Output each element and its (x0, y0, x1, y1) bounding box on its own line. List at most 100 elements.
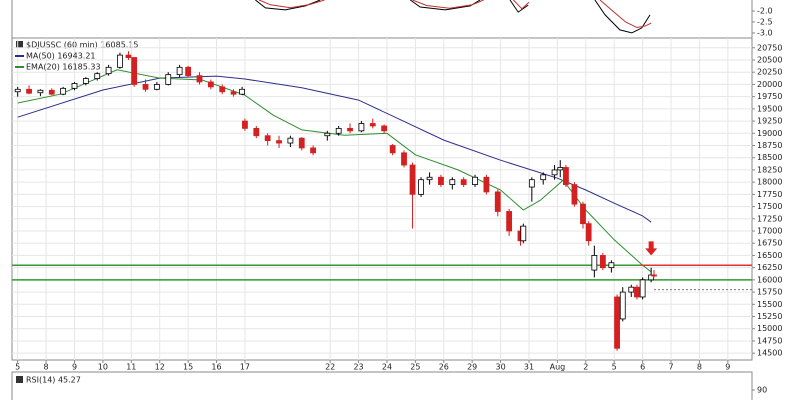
candle-body (207, 81, 214, 88)
x-tick-label: 5 (15, 363, 20, 372)
candle-body (48, 89, 55, 95)
y-tick-label: 18250 (757, 165, 782, 174)
y-tick-label: 19500 (757, 104, 782, 113)
y-tick-label: 19750 (757, 92, 782, 101)
x-tick-label: 26 (439, 363, 449, 372)
candle-body (242, 120, 248, 129)
y-tick-label: 15000 (757, 324, 782, 333)
x-tick-label: 17 (240, 363, 250, 372)
y-tick-label: 15250 (757, 312, 782, 321)
y-tick-label: 17000 (757, 227, 782, 236)
candle-body (276, 140, 282, 144)
y-tick-label: 20500 (757, 55, 782, 64)
y-tick-label: 15500 (757, 300, 782, 309)
y-tick-label: 15750 (757, 288, 782, 297)
candle-body (401, 152, 407, 166)
x-tick-label: 23 (353, 363, 363, 372)
legend-label: MA(50) 16943.21 (26, 52, 96, 61)
candle-body (528, 179, 535, 188)
candle-body (239, 88, 245, 95)
candle-body (651, 274, 657, 277)
candle-body (571, 184, 578, 205)
candle-body (142, 84, 149, 90)
candle-body (26, 88, 32, 94)
x-tick-label: Aug (550, 363, 566, 372)
candle-body (196, 75, 203, 83)
candle-body (585, 223, 592, 242)
candle-body (82, 78, 89, 84)
indicator-line (17, 75, 652, 223)
y-tick-label: 14750 (757, 336, 782, 345)
candle-body (639, 279, 646, 298)
x-tick-label: 8 (697, 363, 702, 372)
candle-body (520, 225, 527, 242)
y-tick-label: 16750 (757, 239, 782, 248)
candle-body (494, 191, 501, 212)
oscillator-line (258, 0, 652, 29)
arrow-annotation (645, 241, 658, 256)
y-tick-label: 19000 (757, 129, 782, 138)
y-tick-label: 16500 (757, 251, 782, 260)
candle-body (614, 296, 620, 349)
candle-body (551, 169, 558, 176)
candle-body (105, 66, 112, 75)
x-tick-label: 29 (467, 363, 477, 372)
candle-body (369, 123, 376, 127)
candle-body (580, 203, 586, 225)
candle-body (14, 88, 21, 93)
candle-body (381, 125, 388, 132)
x-tick-label: 10 (98, 363, 108, 372)
y-tick-label: -2.0 (757, 6, 773, 15)
y-tick-label: 20250 (757, 68, 782, 77)
candle-body (310, 147, 317, 154)
candle-body (460, 179, 467, 185)
candle-body (287, 137, 294, 144)
rsi-label: RSI(14) 45.27 (26, 376, 81, 385)
y-tick-label: 17500 (757, 202, 782, 211)
x-tick-label: 15 (183, 363, 193, 372)
candle-body (165, 74, 172, 85)
x-tick-label: 2 (583, 363, 588, 372)
candle-body (472, 176, 478, 185)
y-tick-label: -2.5 (757, 17, 773, 26)
candle-body (506, 211, 513, 232)
x-tick-label: 5 (612, 363, 617, 372)
y-tick-label: 17750 (757, 190, 782, 199)
candle-body (153, 84, 160, 90)
x-tick-label: 9 (72, 363, 77, 372)
candle-body (483, 176, 490, 193)
x-tick-label: 11 (126, 363, 136, 372)
oscillator-line (255, 0, 651, 34)
candle-body (358, 123, 365, 132)
candle-body (230, 91, 237, 95)
candle-body (264, 135, 271, 142)
candle-body (409, 164, 416, 195)
top-panel-frame (11, 0, 753, 39)
x-tick-label: 31 (524, 363, 534, 372)
candle-body (71, 83, 78, 89)
y-tick-label: 16250 (757, 263, 782, 272)
y-tick-label: -3.0 (757, 28, 773, 37)
y-tick-label: 18500 (757, 153, 782, 162)
y-tick-label: 18000 (757, 178, 782, 187)
candle-body (185, 66, 192, 77)
y-tick-label: 19250 (757, 117, 782, 126)
x-tick-label: 24 (382, 363, 392, 372)
candle-body (131, 57, 138, 85)
candle-body (298, 137, 305, 149)
x-tick-label: 6 (640, 363, 645, 372)
rsi-panel-frame (11, 371, 753, 400)
y-tick-label: 16000 (757, 275, 782, 284)
main-plot (12, 51, 752, 351)
candle-body (335, 127, 342, 134)
x-tick-label: 9 (725, 363, 730, 372)
candle-body (418, 179, 424, 195)
candle-body (253, 127, 260, 137)
x-tick-label: 8 (44, 363, 49, 372)
candle-body (438, 176, 444, 185)
candle-body (37, 89, 44, 94)
candle-body (176, 66, 183, 76)
candle-body (449, 179, 456, 185)
candle-body (599, 255, 606, 269)
